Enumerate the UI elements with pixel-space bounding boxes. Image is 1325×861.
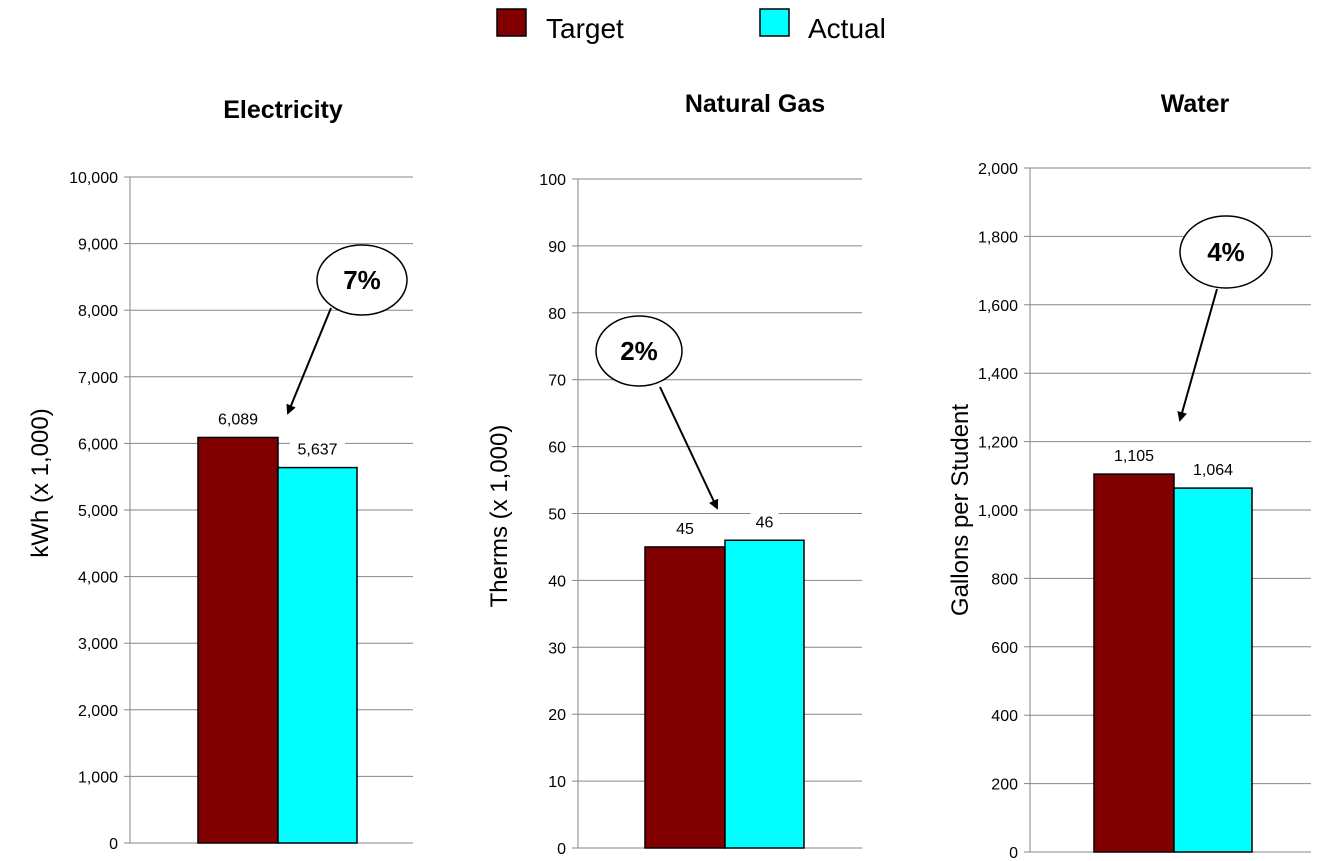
y-axis-label-water: Gallons per Student xyxy=(947,404,974,616)
bar-actual-water xyxy=(1173,487,1253,853)
y-tick-label: 0 xyxy=(1009,845,1018,861)
chart-title-water: Water xyxy=(1161,90,1230,118)
legend-swatch-actual xyxy=(759,8,790,37)
y-tick-label: 200 xyxy=(991,777,1018,794)
data-label-bg xyxy=(1106,444,1162,467)
y-tick-label: 10,000 xyxy=(69,170,118,187)
bar-target-water xyxy=(1093,473,1175,853)
y-tick-label: 10 xyxy=(548,774,566,791)
callout-arrow xyxy=(1177,288,1218,422)
y-tick-label: 50 xyxy=(548,507,566,524)
callout-text-water: 4% xyxy=(1207,237,1245,267)
y-tick-label: 600 xyxy=(991,640,1018,657)
y-tick-label: 400 xyxy=(991,708,1018,725)
data-label-target-natural-gas: 45 xyxy=(676,521,694,538)
chart-title-electricity: Electricity xyxy=(223,96,343,124)
y-tick-label: 1,800 xyxy=(978,229,1018,246)
data-label-bg xyxy=(671,516,699,539)
data-label-bg xyxy=(210,407,266,430)
y-tick-label: 100 xyxy=(539,172,566,189)
data-label-actual-water: 1,064 xyxy=(1193,462,1233,479)
y-tick-label: 90 xyxy=(548,239,566,256)
bar-target-electricity xyxy=(197,436,279,844)
callout-bubble xyxy=(316,244,408,316)
y-tick-label: 0 xyxy=(557,841,566,858)
y-tick-label: 6,000 xyxy=(78,436,118,453)
chart-title-natural-gas: Natural Gas xyxy=(685,90,825,118)
y-tick-label: 1,000 xyxy=(978,503,1018,520)
data-label-bg xyxy=(1185,458,1241,481)
chart-electricity: Electricity 0 1,000 2,000 3,000 4,000 5,000 6,0… xyxy=(27,96,413,853)
y-tick-label: 3,000 xyxy=(78,636,118,653)
charts-area: Electricity 0 1,000 2,000 3,000 4,000 5,000 6,0… xyxy=(27,90,1311,861)
callout-text-electricity: 7% xyxy=(343,265,381,295)
y-tick-label: 5,000 xyxy=(78,503,118,520)
legend-swatch-target xyxy=(496,8,527,37)
y-tick-label: 0 xyxy=(109,836,118,853)
y-tick-label: 1,200 xyxy=(978,435,1018,452)
data-label-actual-natural-gas: 46 xyxy=(756,514,774,531)
y-axis-label-natural-gas: Therms (x 1,000) xyxy=(486,425,513,608)
callout-arrow xyxy=(659,386,719,510)
callout-bubble xyxy=(595,315,683,387)
bar-actual-natural-gas xyxy=(724,539,805,849)
y-tick-label: 20 xyxy=(548,707,566,724)
data-label-bg xyxy=(290,437,345,460)
callout-arrow xyxy=(286,307,332,415)
bar-target-natural-gas xyxy=(644,546,726,849)
bar-actual-electricity xyxy=(277,466,358,844)
y-tick-label: 8,000 xyxy=(78,303,118,320)
data-label-bg xyxy=(750,510,779,533)
data-label-target-water: 1,105 xyxy=(1114,448,1154,465)
callout-bubble xyxy=(1179,215,1273,289)
y-tick-label: 7,000 xyxy=(78,370,118,387)
y-tick-label: 70 xyxy=(548,373,566,390)
legend-label-target: Target xyxy=(546,13,624,44)
data-label-actual-electricity: 5,637 xyxy=(297,442,337,459)
y-tick-label: 1,400 xyxy=(978,366,1018,383)
y-axis-label-electricity: kWh (x 1,000) xyxy=(27,408,54,557)
y-tick-label: 9,000 xyxy=(78,237,118,254)
y-tick-label: 4,000 xyxy=(78,570,118,587)
y-tick-label: 1,000 xyxy=(78,769,118,786)
chart-natural-gas: Natural Gas 0 10 20 30 40 50 60 70 80 90 100 Therms … xyxy=(486,90,862,858)
y-tick-label: 800 xyxy=(991,571,1018,588)
y-tick-label: 30 xyxy=(548,640,566,657)
legend-label-actual: Actual xyxy=(808,13,886,44)
legend: Target Actual xyxy=(496,8,886,44)
y-tick-label: 1,600 xyxy=(978,298,1018,315)
callout-text-natural-gas: 2% xyxy=(620,336,658,366)
y-tick-label: 2,000 xyxy=(978,161,1018,178)
y-tick-label: 2,000 xyxy=(78,703,118,720)
y-tick-label: 60 xyxy=(548,440,566,457)
y-tick-label: 40 xyxy=(548,573,566,590)
y-tick-label: 80 xyxy=(548,306,566,323)
data-label-target-electricity: 6,089 xyxy=(218,411,258,428)
chart-water: Water 0 200 400 600 800 1,000 1,200 1,400 1,600 1,… xyxy=(947,90,1311,861)
